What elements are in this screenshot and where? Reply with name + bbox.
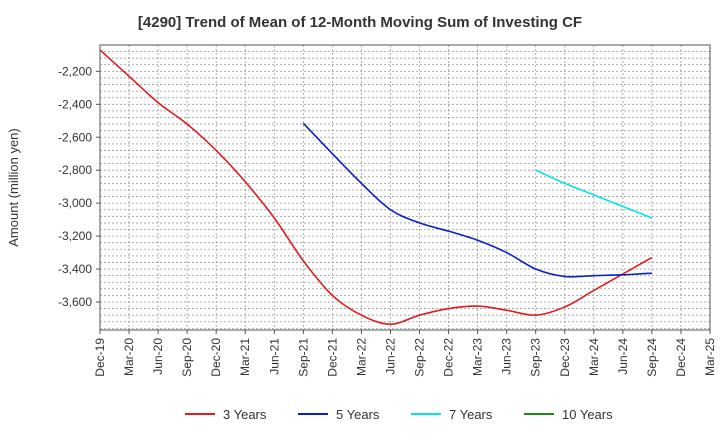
x-axis-ticks: Dec-19 Mar-20 Jun-20 Sep-20 Dec-20 Mar-21 Jun-… bbox=[93, 330, 717, 377]
y-tick-label: -2,800 bbox=[58, 163, 92, 177]
y-tick-label: -2,200 bbox=[58, 64, 92, 78]
x-tick-label: Dec-23 bbox=[558, 338, 572, 377]
legend-label-3-years: 3 Years bbox=[223, 407, 267, 422]
grid bbox=[99, 44, 711, 330]
x-tick-label: Mar-22 bbox=[354, 338, 368, 376]
x-tick-label: Sep-20 bbox=[180, 338, 194, 377]
chart-title: [4290] Trend of Mean of 12-Month Moving … bbox=[137, 14, 583, 31]
x-tick-label: Sep-24 bbox=[645, 338, 659, 377]
x-tick-label: Jun-21 bbox=[267, 338, 281, 375]
y-tick-label: -2,400 bbox=[58, 97, 92, 111]
series-line-7-years bbox=[535, 169, 653, 219]
y-tick-label: -3,400 bbox=[58, 262, 92, 276]
x-tick-label: Jun-20 bbox=[151, 338, 165, 375]
x-tick-label: Mar-24 bbox=[587, 338, 601, 376]
x-tick-label: Sep-21 bbox=[296, 338, 310, 377]
x-tick-label: Sep-23 bbox=[529, 338, 543, 377]
series-line-3-years bbox=[99, 49, 653, 326]
x-tick-label: Mar-20 bbox=[122, 338, 136, 376]
y-axis-title: Amount (million yen) bbox=[6, 128, 21, 247]
y-axis-ticks: -2,200 -2,400 -2,600 -2,800 -3,000 -3,200 -3,4… bbox=[58, 64, 100, 309]
plot-area bbox=[100, 45, 710, 330]
series-line-5-years bbox=[302, 122, 652, 278]
y-tick-label: -3,200 bbox=[58, 229, 92, 243]
x-tick-label: Dec-22 bbox=[442, 338, 456, 377]
x-tick-label: Mar-23 bbox=[471, 338, 485, 376]
legend-label-10-years: 10 Years bbox=[562, 407, 613, 422]
x-tick-label: Sep-22 bbox=[413, 338, 427, 377]
x-tick-label: Jun-24 bbox=[616, 338, 630, 375]
x-tick-label: Dec-24 bbox=[674, 338, 688, 377]
x-tick-label: Mar-21 bbox=[238, 338, 252, 376]
x-tick-label: Jun-23 bbox=[500, 338, 514, 375]
x-tick-label: Mar-25 bbox=[703, 338, 717, 376]
x-tick-label: Dec-19 bbox=[93, 338, 107, 377]
legend-label-5-years: 5 Years bbox=[336, 407, 380, 422]
legend: 3 Years 5 Years 7 Years 10 Years bbox=[185, 407, 613, 422]
y-tick-label: -2,600 bbox=[58, 130, 92, 144]
x-tick-label: Jun-22 bbox=[383, 338, 397, 375]
x-tick-label: Dec-20 bbox=[209, 338, 223, 377]
legend-label-7-years: 7 Years bbox=[449, 407, 493, 422]
plot-frame bbox=[99, 44, 711, 331]
y-tick-label: -3,000 bbox=[58, 196, 92, 210]
series-lines bbox=[99, 49, 653, 326]
x-tick-label: Dec-21 bbox=[325, 338, 339, 377]
y-tick-label: -3,600 bbox=[58, 295, 92, 309]
